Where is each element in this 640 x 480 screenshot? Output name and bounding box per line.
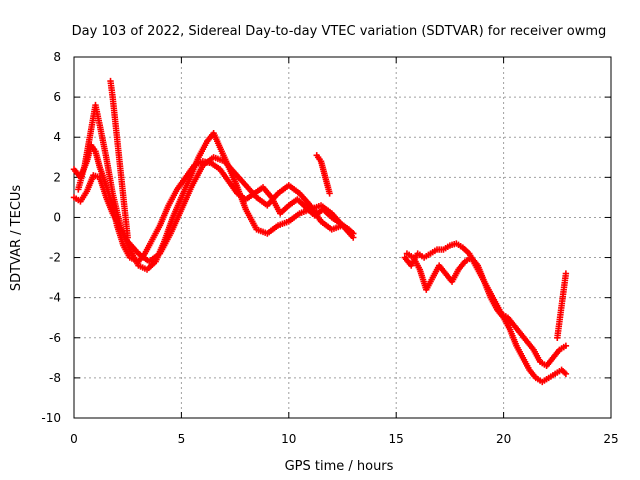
grid-lines: [74, 57, 611, 418]
y-tick-label: -8: [49, 371, 61, 385]
x-tick-label: 20: [496, 432, 511, 446]
y-tick-label: 8: [53, 50, 61, 64]
y-tick-labels: -10 -8 -6 -4 -2 0 2 4 6 8: [41, 50, 61, 425]
data-point-marker: [562, 270, 570, 277]
y-tick-label: 4: [53, 130, 61, 144]
y-tick-label: 2: [53, 170, 61, 184]
data-point-marker: [562, 342, 570, 349]
data-point-marker: [350, 234, 357, 241]
data-point-marker: [124, 234, 131, 241]
plot-frame: [73, 56, 612, 419]
x-tick-label: 15: [389, 432, 404, 446]
y-tick-label: -2: [49, 251, 61, 265]
y-axis-title: SDTVAR / TECUs: [9, 185, 24, 292]
y-tick-label: -10: [41, 411, 61, 425]
y-tick-label: -6: [49, 331, 61, 345]
x-tick-labels: 0 5 10 15 20 25: [70, 432, 618, 446]
x-tick-label: 25: [603, 432, 618, 446]
chart-title: Day 103 of 2022, Sidereal Day-to-day VTE…: [72, 24, 607, 39]
x-axis-title: GPS time / hours: [285, 459, 394, 474]
y-tick-label: 6: [53, 90, 61, 104]
x-tick-label: 0: [70, 432, 78, 446]
x-tick-label: 5: [178, 432, 186, 446]
axis-ticks: [73, 56, 612, 419]
y-tick-label: 0: [53, 210, 61, 224]
x-tick-label: 10: [281, 432, 296, 446]
data-point-marker: [562, 370, 570, 378]
data-marks: [70, 77, 570, 386]
data-point-marker: [326, 190, 333, 197]
y-tick-label: -4: [49, 291, 61, 305]
